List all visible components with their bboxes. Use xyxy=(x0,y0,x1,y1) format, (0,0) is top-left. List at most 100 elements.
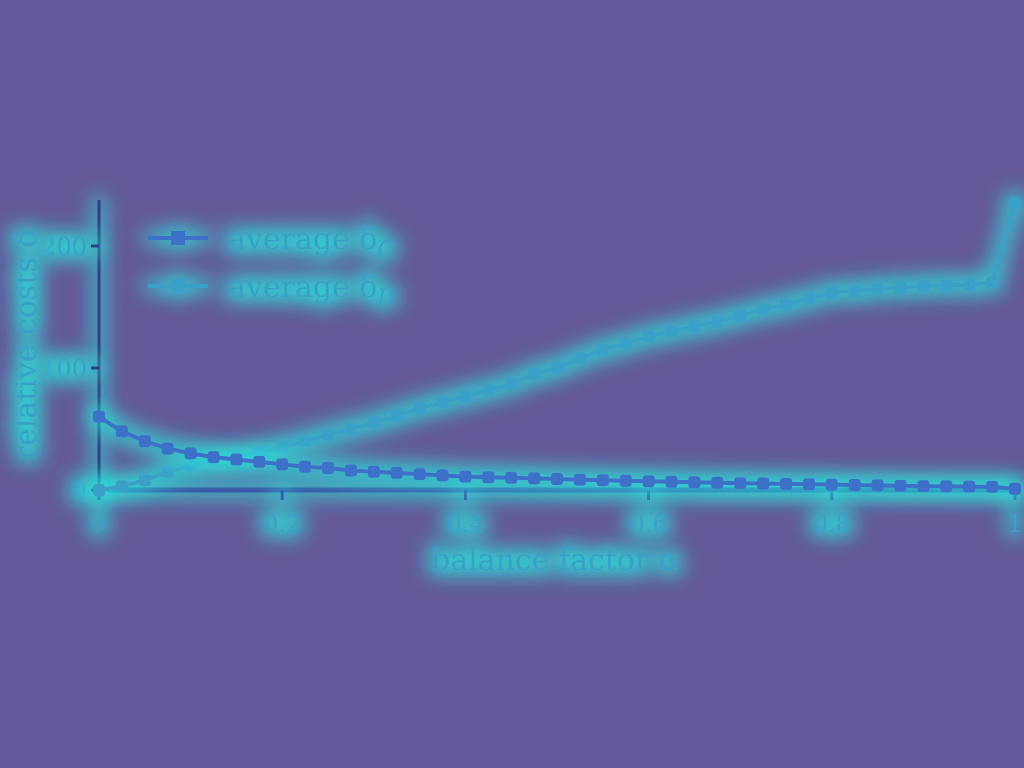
data-point xyxy=(1009,482,1021,495)
data-point xyxy=(344,423,357,435)
data-point xyxy=(573,473,586,486)
legend-label-d: average δ xyxy=(228,270,377,305)
data-point xyxy=(413,402,426,415)
x-tick-label: 0.6 xyxy=(630,510,668,538)
data-point xyxy=(1009,197,1021,210)
legend-label-c: average δ xyxy=(228,222,377,257)
data-point xyxy=(299,435,312,448)
data-point xyxy=(917,280,930,293)
data-point xyxy=(848,285,861,298)
data-point xyxy=(963,279,976,291)
data-point xyxy=(413,468,426,481)
data-point xyxy=(573,352,586,365)
data-point xyxy=(253,455,266,468)
data-point xyxy=(161,442,174,455)
data-point xyxy=(848,479,861,491)
data-point xyxy=(619,337,632,350)
data-point xyxy=(780,298,792,311)
x-tick-label: 0.4 xyxy=(446,510,484,538)
data-point xyxy=(505,377,518,390)
data-point xyxy=(253,446,266,459)
data-point xyxy=(757,303,770,316)
legend-swatch-marker-c xyxy=(171,231,185,245)
data-point xyxy=(459,390,472,403)
data-point xyxy=(184,447,197,460)
data-point xyxy=(230,453,243,466)
data-point xyxy=(115,425,128,438)
legend-label-c-sub: C xyxy=(377,238,394,263)
x-tick-label: 0 xyxy=(91,510,106,538)
data-point xyxy=(894,479,907,492)
y-tick-label: 100 xyxy=(41,355,87,383)
data-point xyxy=(825,286,838,299)
axes xyxy=(97,200,1016,493)
data-point xyxy=(825,478,838,491)
data-point xyxy=(688,476,701,489)
y-ticks-group: 0 100 200 xyxy=(41,233,99,505)
data-point xyxy=(688,320,701,333)
data-point xyxy=(138,474,151,487)
data-point xyxy=(551,362,563,374)
data-point xyxy=(138,435,151,448)
data-point xyxy=(276,441,289,454)
y-tick-label: 0 xyxy=(72,477,87,505)
data-point xyxy=(780,477,792,490)
y-axis-label: relative costs δ xyxy=(9,230,44,461)
legend-item-d: average δD xyxy=(148,270,395,311)
data-point xyxy=(390,466,403,479)
data-point xyxy=(505,471,518,484)
legend: average δC average δD xyxy=(148,222,395,311)
series-layer xyxy=(93,197,1021,496)
data-point xyxy=(734,309,747,322)
data-point xyxy=(871,479,884,492)
data-point xyxy=(802,478,815,491)
data-point xyxy=(528,368,541,381)
data-point xyxy=(986,276,999,289)
x-ticks-group: 0 0.2 0.4 0.6 0.8 1 xyxy=(91,490,1023,538)
data-point xyxy=(528,472,541,485)
data-point xyxy=(711,315,724,328)
data-point xyxy=(551,473,563,485)
x-tick-label: 0.2 xyxy=(263,510,301,538)
data-point xyxy=(665,475,678,488)
data-point xyxy=(940,480,953,493)
data-point xyxy=(390,409,403,422)
data-point xyxy=(642,475,655,488)
legend-swatch-marker-d xyxy=(171,279,185,293)
data-point xyxy=(940,279,953,291)
data-point xyxy=(93,484,105,496)
data-point xyxy=(367,416,380,429)
data-point xyxy=(963,480,976,493)
data-point xyxy=(802,292,815,305)
legend-item-c: average δC xyxy=(148,222,394,263)
data-point xyxy=(207,451,220,464)
y-tick-label: 200 xyxy=(41,233,87,261)
data-point xyxy=(711,476,724,489)
data-point xyxy=(482,471,495,484)
x-axis-label: balance factor α xyxy=(431,543,679,578)
data-point xyxy=(482,384,495,396)
x-tick-label: 0.8 xyxy=(813,510,851,538)
data-point xyxy=(322,429,334,442)
data-point xyxy=(917,480,930,493)
x-tick-label: 1 xyxy=(1007,510,1022,538)
x-ticks: 0 0.2 0.4 0.6 0.8 1 xyxy=(91,490,1023,538)
svg-text:average δD: average δD xyxy=(228,270,395,311)
data-point xyxy=(757,477,770,490)
data-point xyxy=(596,474,609,487)
data-point xyxy=(184,459,197,472)
data-point xyxy=(299,460,312,473)
data-point xyxy=(93,410,105,423)
data-point xyxy=(436,396,449,409)
data-point xyxy=(344,464,357,477)
data-point xyxy=(619,474,632,487)
data-point xyxy=(161,465,174,478)
series-delta-c xyxy=(93,410,1021,495)
data-point xyxy=(871,282,884,295)
data-point xyxy=(276,458,289,471)
data-point xyxy=(322,462,334,474)
legend-label-d-sub: D xyxy=(376,286,395,311)
data-point xyxy=(642,330,655,343)
data-point xyxy=(436,469,449,482)
data-point xyxy=(665,325,678,338)
